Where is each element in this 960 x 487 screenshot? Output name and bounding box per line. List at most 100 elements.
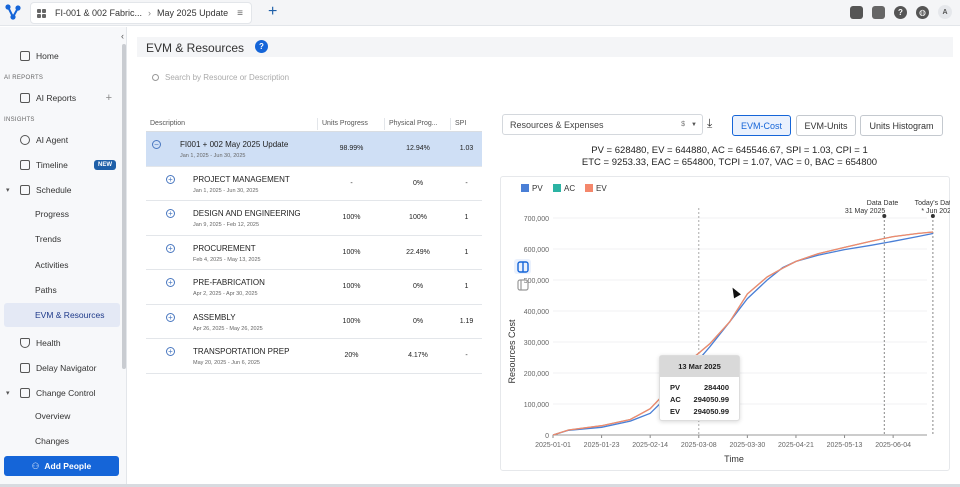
x-tick-label: 2025-02-14 <box>632 442 668 449</box>
sidebar-item-changes[interactable]: Changes <box>0 429 122 453</box>
project-name[interactable]: FI-001 & 002 Fabric... <box>55 8 143 18</box>
cell-units-progress: - <box>350 179 353 187</box>
cell-units-progress: 100% <box>342 214 361 222</box>
sidebar-item-paths[interactable]: Paths <box>0 278 122 302</box>
row-name: PROJECT MANAGEMENT <box>193 174 290 184</box>
table-row[interactable]: + PROCUREMENT Feb 4, 2025 - May 13, 2025 10… <box>146 236 482 270</box>
cell-spi: 1.19 <box>459 317 474 325</box>
cell-description: + TRANSPORTATION PREP May 20, 2025 - Jun 6… <box>146 339 318 373</box>
sidebar-item-trends[interactable]: Trends <box>0 227 122 251</box>
row-dates: Apr 26, 2025 - May 26, 2025 <box>193 325 263 332</box>
collapse-icon[interactable]: − <box>152 140 161 149</box>
date-marker-label: Data Date <box>867 200 899 207</box>
row-name: DESIGN AND ENGINEERING <box>193 209 301 218</box>
globe-icon[interactable]: ◍ <box>916 5 929 19</box>
sidebar-item-ai-agent[interactable]: AI Agent <box>0 128 122 152</box>
add-ai-report-icon[interactable]: + <box>105 92 112 104</box>
tab-evm-units[interactable]: EVM-Units <box>796 115 856 136</box>
x-tick-label: 2025-01-01 <box>535 442 571 449</box>
legend-swatch <box>521 184 529 192</box>
currency-label: $ <box>681 121 685 128</box>
sidebar-item-evm-resources[interactable]: EVM & Resources <box>4 303 120 327</box>
people-gear-icon[interactable] <box>872 5 885 19</box>
expand-icon[interactable]: + <box>166 243 175 253</box>
add-people-label: Add People <box>44 461 92 471</box>
help-icon[interactable]: ? <box>255 40 268 53</box>
table-row[interactable]: + PRE-FABRICATION Apr 2, 2025 - Apr 30, 20… <box>146 270 482 305</box>
expand-icon[interactable]: + <box>166 278 175 287</box>
sidebar-item-progress[interactable]: Progress <box>0 202 122 226</box>
tooltip-value: 284400 <box>703 382 729 392</box>
search-input[interactable]: Search by Resource or Description <box>152 70 472 84</box>
add-people-button[interactable]: ⚇ Add People <box>4 456 119 476</box>
cell-units-progress: 98.99% <box>339 145 364 153</box>
chevron-down-icon[interactable]: ▾ <box>6 187 10 194</box>
row-dates: Jan 1, 2025 - Jun 30, 2025 <box>180 153 246 159</box>
y-tick-label: 600,000 <box>524 247 549 254</box>
column-physical-progress[interactable]: Physical Prog... <box>385 117 451 130</box>
row-name: TRANSPORTATION PREP <box>193 347 290 356</box>
sidebar-item-activities[interactable]: Activities <box>0 253 122 277</box>
split-view-icon[interactable] <box>514 259 531 274</box>
x-tick-label: 2025-03-08 <box>681 442 717 449</box>
avatar[interactable]: A <box>938 5 952 19</box>
table-row[interactable]: + PROJECT MANAGEMENT Jan 1, 2025 - Jun 30,… <box>146 167 482 201</box>
collapse-sidebar-icon[interactable]: ‹ <box>121 31 124 41</box>
version-name[interactable]: May 2025 Update <box>157 8 229 18</box>
column-spi[interactable]: SPI <box>455 119 467 127</box>
cell-description: − FI001 + 002 May 2025 Update Jan 1, 2025 … <box>146 132 318 166</box>
sidebar-item-overview[interactable]: Overview <box>0 404 122 428</box>
sidebar-item-label: Progress <box>35 209 70 219</box>
add-person-icon: ⚇ <box>31 460 40 471</box>
sidebar-item-delay-navigator[interactable]: Delay Navigator <box>0 356 122 380</box>
table-row[interactable]: − FI001 + 002 May 2025 Update Jan 1, 2025 … <box>146 132 482 167</box>
y-tick-label: 300,000 <box>524 340 549 347</box>
x-tick-label: 2025-05-13 <box>827 442 863 449</box>
chevron-down-icon[interactable]: ▾ <box>6 390 10 397</box>
expand-icon[interactable]: + <box>166 174 175 184</box>
bottom-border <box>0 484 960 487</box>
sidebar-item-timeline[interactable]: Timeline NEW <box>0 153 122 177</box>
briefcase-icon[interactable] <box>850 5 863 19</box>
sidebar-item-change-control[interactable]: ▾ Change Control <box>0 381 122 405</box>
single-view-icon[interactable] <box>514 277 531 292</box>
cell-physical-progress: 4.17% <box>408 352 428 360</box>
column-description[interactable]: Description <box>146 117 318 130</box>
evm-cost-chart[interactable]: 0 100,000 200,000 300,000 400,000 500,000 600,… <box>500 176 950 471</box>
sidebar-item-ai-reports[interactable]: AI Reports + <box>0 86 122 110</box>
legend-label: EV <box>596 184 607 193</box>
legend-swatch <box>553 184 561 192</box>
sidebar-item-schedule[interactable]: ▾ Schedule <box>0 178 122 202</box>
help-circle-icon[interactable]: ? <box>894 5 907 19</box>
sidebar-item-health[interactable]: Health <box>0 331 122 355</box>
grid-icon <box>20 93 30 103</box>
sidebar-scrollbar[interactable] <box>122 44 126 369</box>
series-line-ev <box>552 231 933 436</box>
cell-physical-progress: 100% <box>409 214 427 222</box>
cell-physical-progress: 0% <box>412 317 424 325</box>
sidebar-item-home[interactable]: Home <box>0 44 122 68</box>
cell-spi: 1 <box>464 283 469 291</box>
project-breadcrumb[interactable]: FI-001 & 002 Fabric... › May 2025 Update… <box>30 2 252 24</box>
add-tab-button[interactable]: + <box>268 3 278 20</box>
cell-physical-progress: 22.49% <box>406 248 430 256</box>
expand-icon[interactable]: + <box>166 347 175 356</box>
x-tick-label: 2025-04-21 <box>778 442 814 449</box>
column-units-progress[interactable]: Units Progress <box>318 117 385 130</box>
cell-physical-progress: 0% <box>412 179 424 187</box>
date-marker-dot <box>882 214 887 218</box>
table-row[interactable]: + TRANSPORTATION PREP May 20, 2025 - Jun 6… <box>146 339 482 374</box>
tab-evm-cost[interactable]: EVM-Cost <box>732 115 791 136</box>
y-tick-label: 0 <box>545 433 549 440</box>
resource-type-select[interactable]: Resources & Expenses $ ▼ <box>502 114 703 135</box>
expand-icon[interactable]: + <box>166 209 175 218</box>
navigator-icon <box>20 363 30 373</box>
table-row[interactable]: + DESIGN AND ENGINEERING Jan 9, 2025 - Feb… <box>146 201 482 236</box>
download-icon[interactable]: ⤓ <box>707 116 713 130</box>
sidebar-item-label: Change Control <box>36 388 96 398</box>
expand-icon[interactable]: + <box>166 312 175 322</box>
app-logo[interactable] <box>4 3 22 21</box>
table-row[interactable]: + ASSEMBLY Apr 26, 2025 - May 26, 2025 100%… <box>146 305 482 339</box>
menu-icon[interactable]: ≡ <box>237 7 243 19</box>
tab-units-histogram[interactable]: Units Histogram <box>860 115 943 136</box>
